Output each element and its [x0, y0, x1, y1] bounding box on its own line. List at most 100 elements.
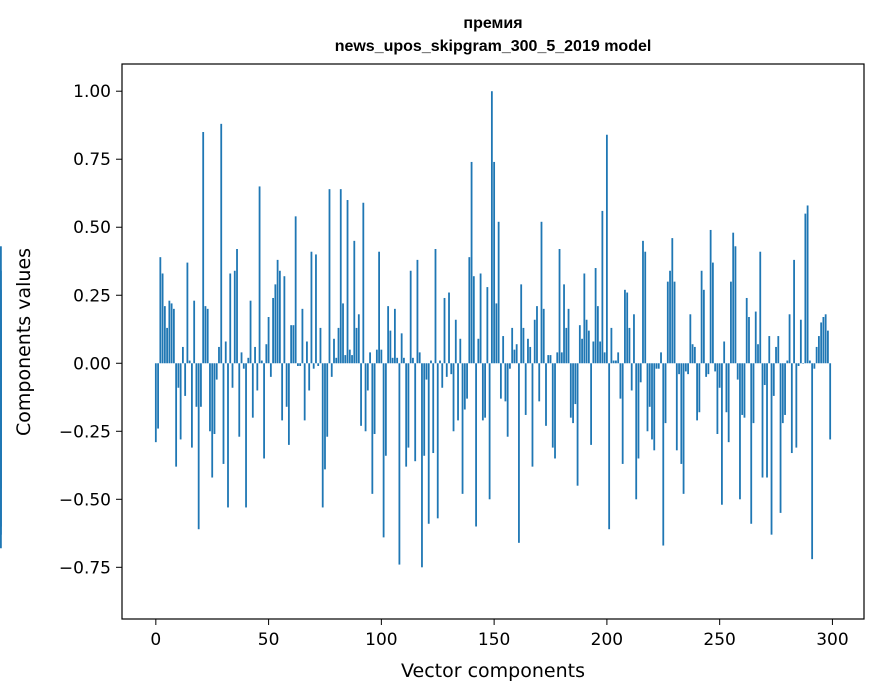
bar — [423, 363, 426, 456]
bar — [725, 363, 728, 413]
bar — [339, 189, 342, 364]
bar — [405, 363, 408, 467]
bar — [181, 346, 184, 364]
bar — [784, 363, 786, 415]
bar — [342, 303, 344, 364]
bar — [353, 240, 356, 364]
bar — [797, 363, 800, 366]
bar — [297, 363, 299, 366]
bar — [547, 355, 550, 364]
x-tick-label: 0 — [150, 630, 161, 650]
bar — [716, 363, 719, 434]
bar — [269, 363, 272, 377]
bar — [256, 363, 259, 391]
x-tick-label: 150 — [478, 630, 510, 650]
bar — [702, 289, 705, 364]
bar — [824, 314, 827, 364]
bar — [247, 357, 250, 364]
bar — [470, 161, 473, 364]
bar — [829, 363, 832, 440]
bar — [188, 360, 191, 364]
bar — [644, 251, 647, 364]
bar — [617, 352, 620, 364]
chart-title: премия — [463, 15, 522, 32]
bar — [319, 327, 322, 364]
bar — [637, 363, 640, 459]
bar — [375, 349, 378, 364]
bar — [281, 363, 284, 421]
bar — [563, 284, 565, 364]
bar — [285, 363, 288, 407]
bar — [734, 246, 737, 364]
bar — [698, 363, 701, 413]
bar — [813, 363, 816, 369]
bar — [317, 363, 320, 366]
bar — [254, 346, 256, 364]
bar — [520, 284, 523, 364]
bar — [0, 363, 2, 489]
bar — [344, 355, 347, 364]
bar — [292, 325, 295, 364]
bar — [159, 257, 162, 364]
bar — [779, 363, 782, 513]
bar — [348, 349, 351, 364]
bar — [204, 306, 207, 364]
bar — [741, 363, 744, 415]
bar — [373, 363, 376, 434]
bar — [599, 341, 602, 364]
bar — [468, 257, 471, 364]
bar — [605, 134, 608, 364]
bar — [457, 363, 459, 421]
bar — [441, 363, 444, 388]
bar — [549, 355, 552, 364]
bar — [662, 363, 665, 546]
bar — [172, 308, 175, 364]
bar — [378, 251, 380, 364]
bar — [477, 338, 480, 364]
bar — [430, 360, 432, 364]
bar — [808, 360, 811, 364]
bar — [414, 363, 417, 462]
bar — [675, 363, 678, 451]
bar — [490, 91, 493, 364]
bar — [540, 221, 543, 364]
bar — [448, 292, 450, 364]
bar — [707, 363, 710, 375]
bar — [387, 306, 390, 364]
bar — [763, 363, 766, 386]
bar — [393, 308, 396, 364]
y-tick-label: −0.75 — [59, 558, 111, 578]
bar — [601, 210, 604, 364]
bar — [312, 363, 315, 369]
bar — [499, 363, 502, 399]
bar — [624, 289, 626, 364]
bar — [481, 363, 484, 421]
bar — [592, 341, 595, 364]
bar — [445, 363, 448, 377]
bar — [303, 363, 306, 421]
bar — [360, 363, 362, 426]
bar — [240, 352, 243, 364]
bar — [315, 254, 317, 364]
bar — [238, 363, 241, 437]
bar — [287, 363, 290, 445]
bar — [615, 360, 617, 364]
bar — [723, 341, 726, 364]
bar — [806, 205, 809, 364]
bar — [326, 363, 329, 437]
bar — [628, 327, 631, 364]
bar — [827, 330, 829, 364]
bar — [461, 363, 464, 494]
bar — [218, 346, 220, 364]
bar — [321, 363, 324, 508]
bar — [639, 363, 642, 383]
bar — [242, 363, 245, 369]
bar — [283, 276, 286, 364]
bar — [822, 317, 825, 364]
bar — [267, 317, 270, 364]
bar — [565, 327, 568, 364]
bar — [357, 314, 360, 364]
bar — [739, 363, 741, 500]
bar — [518, 363, 520, 543]
bar — [700, 270, 703, 364]
